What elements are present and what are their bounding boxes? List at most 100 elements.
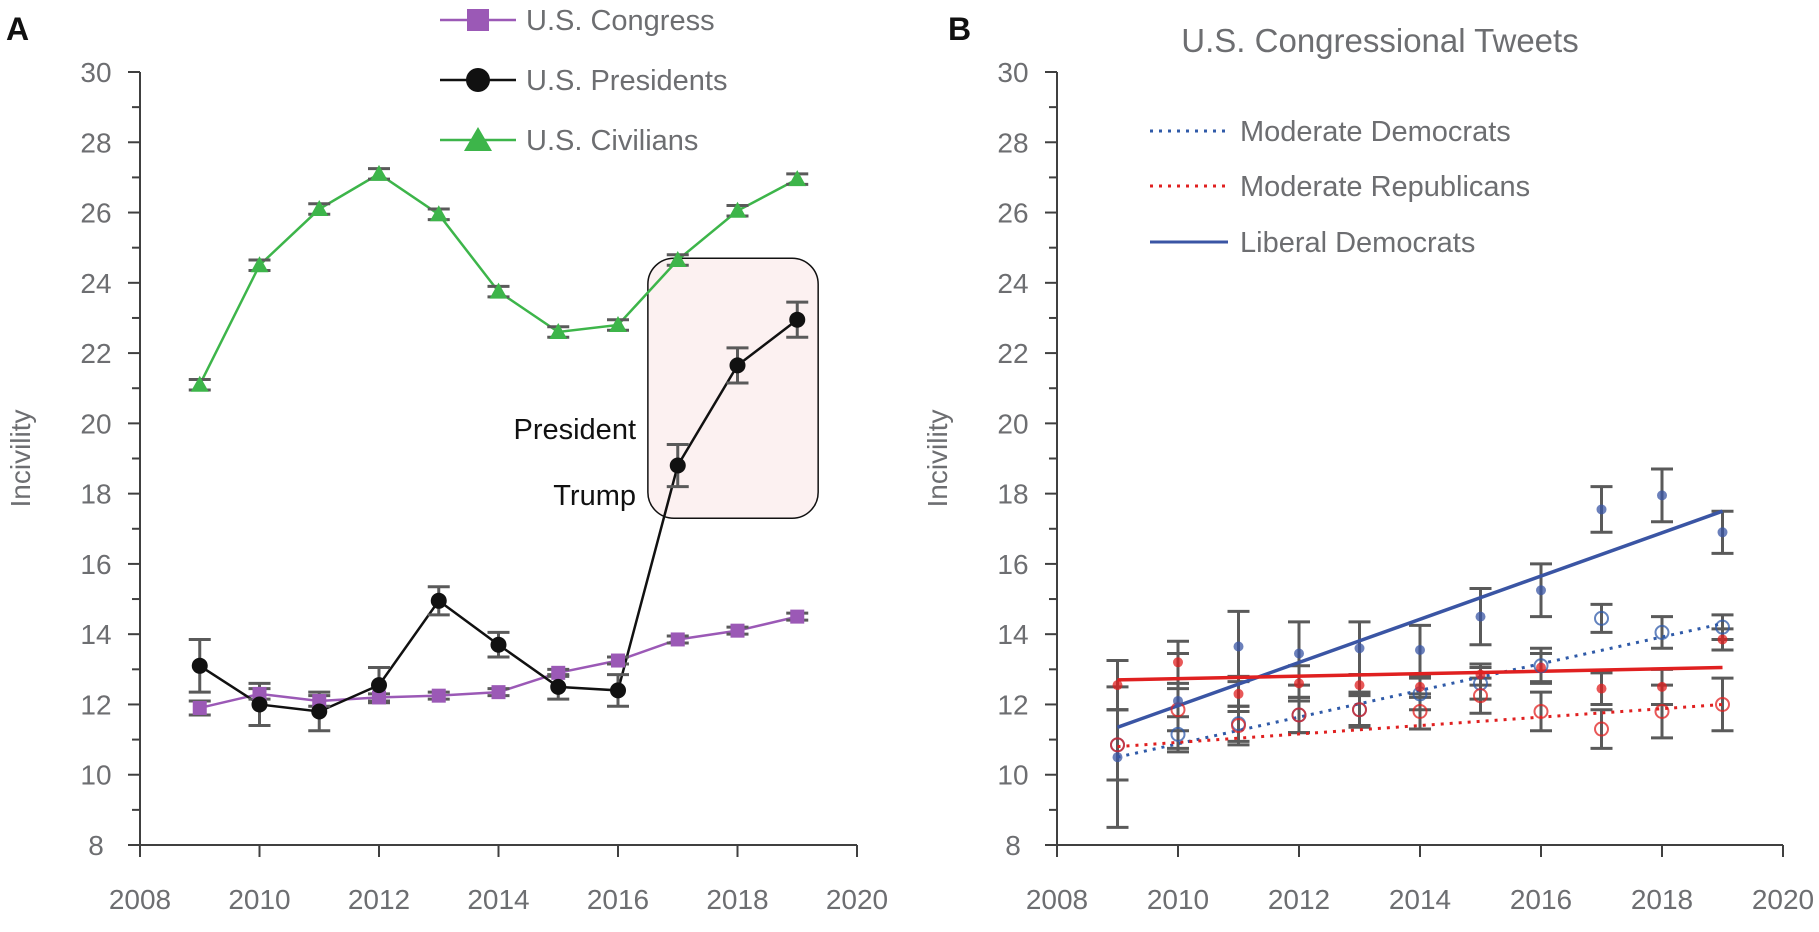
data-point-square (551, 665, 566, 680)
data-point-square (372, 690, 386, 705)
panel-a-y-axis-label: Incivility (5, 409, 36, 507)
data-point-circle (490, 636, 507, 653)
data-point-triangle (549, 323, 568, 340)
data-point-dot (1233, 641, 1244, 652)
legend-marker-square (467, 9, 489, 31)
panel-b-y-tick-label: 8 (1005, 830, 1021, 861)
data-point-dot (1657, 681, 1667, 692)
data-point-triangle (310, 200, 329, 217)
panel-a-letter: A (6, 11, 29, 47)
data-point-dot (1596, 504, 1607, 515)
panel-a-y-tick-label: 18 (80, 479, 111, 510)
data-point-open-circle (1170, 726, 1186, 742)
panel-b-x-tick-label: 2008 (1026, 884, 1088, 915)
panel-a-y-tick-label: 12 (80, 689, 111, 720)
legend-label: Moderate Democrats (1240, 116, 1511, 148)
panel-a-y-tick-label: 24 (80, 268, 111, 299)
panel-b-y-axis-label: Incivility (922, 409, 953, 507)
panel-a-y-tick-label: 14 (80, 619, 111, 650)
data-point-dot (1112, 752, 1123, 763)
legend-item: Moderate Republicans (1150, 171, 1530, 203)
data-point-circle (251, 696, 268, 713)
legend-item: Moderate Democrats (1150, 116, 1511, 148)
panel-a-chart: 8 10 12 14 16 18 20 22 24 26 28 30 2008 2010 2012 2014 2… (5, 5, 888, 915)
data-point-open-circle (1110, 737, 1125, 753)
panel-b-y-tick-label: 30 (997, 57, 1028, 88)
data-point-square (730, 623, 745, 638)
data-point-square (192, 700, 207, 715)
data-point-dot (1354, 680, 1365, 691)
trend-line-dotted (1117, 702, 1723, 749)
panel-b-y-tick-label: 28 (997, 127, 1028, 158)
panel-b-x-tick-label: 2012 (1268, 884, 1330, 915)
data-point-dot (1475, 611, 1486, 622)
data-point-square (431, 688, 446, 703)
panel-b-y-tick-label: 12 (997, 689, 1028, 720)
panel-b-y-tick-label: 24 (997, 268, 1028, 299)
error-bar (1590, 708, 1613, 750)
panel-a-y-tick-label: 8 (88, 830, 104, 861)
data-point-circle (430, 592, 447, 609)
data-point-dot (1536, 662, 1546, 673)
data-point-circle (610, 682, 626, 699)
data-point-triangle (489, 282, 508, 299)
data-point-circle (550, 678, 567, 695)
panel-a-y-tick-label: 16 (80, 549, 111, 580)
panel-a-x-tick-label: 2012 (348, 884, 410, 915)
data-point-dot (1415, 644, 1425, 655)
legend-label: Moderate Republicans (1240, 171, 1530, 203)
legend-item: U.S. Civilians (440, 125, 698, 157)
data-point-dot (1717, 634, 1728, 645)
data-point-circle (311, 703, 328, 720)
data-point-circle (371, 677, 387, 694)
annotation-president: President (513, 414, 636, 446)
data-point-triangle (609, 315, 627, 332)
data-point-open-circle (1594, 610, 1609, 626)
data-point-triangle (250, 256, 269, 273)
data-point-triangle (429, 205, 448, 222)
data-point-circle (789, 311, 806, 328)
data-point-dot (1475, 669, 1486, 680)
panel-a-x-tick-label: 2014 (467, 884, 529, 915)
data-point-triangle (728, 201, 747, 218)
error-bar (1530, 690, 1552, 733)
legend-label: U.S. Congress (526, 5, 715, 37)
data-point-open-circle (1594, 721, 1609, 737)
data-point-triangle (370, 164, 388, 181)
data-point-dot (1112, 680, 1123, 691)
panel-a-x-tick-label: 2018 (706, 884, 768, 915)
data-point-triangle (668, 250, 687, 267)
panel-a-y-tick-label: 28 (80, 127, 111, 158)
data-point-square (790, 609, 805, 624)
panel-a-y-tick-label: 10 (80, 760, 111, 791)
data-point-dot (1294, 678, 1304, 689)
data-point-open-circle (1715, 696, 1730, 712)
error-bar (1348, 690, 1371, 729)
trend-line-solid (1117, 665, 1723, 682)
panel-a-x-tick-label: 2020 (826, 884, 888, 915)
data-point-dot (1536, 585, 1546, 596)
legend-marker-circle (466, 68, 490, 92)
data-point-circle (729, 357, 746, 374)
data-point-square (670, 632, 685, 647)
legend-item: U.S. Congress (440, 5, 715, 37)
data-point-dot (1233, 688, 1244, 699)
panel-b-letter: B (948, 11, 971, 47)
data-point-open-circle (1715, 619, 1730, 635)
panel-b-y-tick-label: 20 (997, 408, 1028, 439)
data-point-open-circle (1412, 703, 1428, 719)
error-bar (1288, 695, 1310, 735)
data-point-dot (1415, 681, 1425, 692)
panel-a-x-tick-label: 2016 (587, 884, 649, 915)
data-point-triangle (190, 375, 209, 392)
panel-b-x-tick-label: 2018 (1631, 884, 1693, 915)
panel-a-y-tick-label: 20 (80, 408, 111, 439)
data-point-dot (1657, 490, 1667, 501)
data-point-dot (1173, 657, 1183, 668)
panel-b-x-tick-label: 2020 (1752, 884, 1814, 915)
panel-a-y-tick-label: 26 (80, 198, 111, 229)
data-point-dot (1354, 643, 1365, 654)
legend-label: Liberal Democrats (1240, 227, 1475, 259)
panel-b-x-tick-label: 2010 (1147, 884, 1209, 915)
